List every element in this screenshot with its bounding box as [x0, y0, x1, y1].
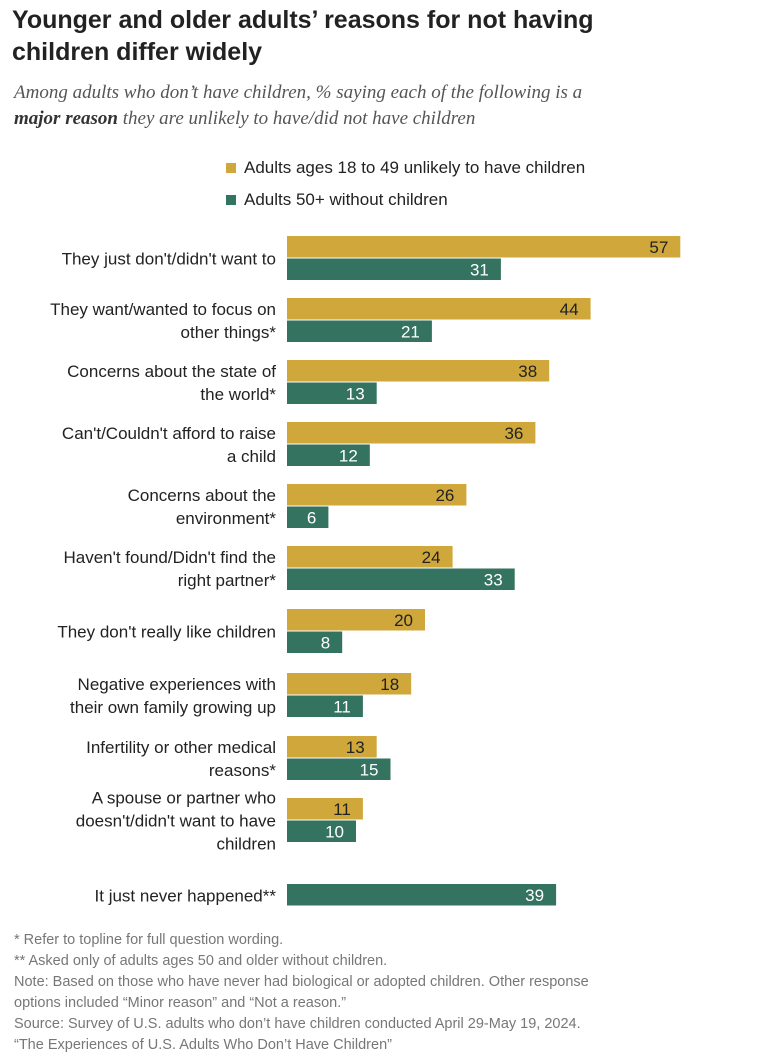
category-label: Infertility or other medical	[86, 738, 276, 757]
category-label: reasons*	[209, 761, 276, 780]
note-line-1: * Refer to topline for full question wor…	[14, 932, 284, 948]
data-label: 13	[346, 384, 365, 403]
bar-younger	[287, 298, 591, 320]
data-label: 39	[525, 886, 544, 905]
legend-item-older: Adults 50+ without children	[226, 184, 585, 216]
bar-older	[287, 884, 557, 906]
bar-older	[287, 758, 391, 780]
category-label: A spouse or partner who	[92, 789, 276, 808]
data-label: 13	[346, 738, 365, 757]
bar-younger	[287, 673, 412, 695]
category-label: Negative experiences with	[78, 675, 276, 694]
data-label: 57	[649, 238, 668, 257]
bar-younger	[287, 736, 377, 758]
category-label: doesn't/didn't want to have	[76, 812, 276, 831]
bar-older	[287, 382, 377, 404]
note-line-3: Note: Based on those who have never had …	[14, 974, 589, 990]
data-label: 20	[394, 611, 413, 630]
data-label: 33	[484, 570, 503, 589]
bar-younger	[287, 484, 467, 506]
category-label: right partner*	[178, 571, 277, 590]
note-line-6: “The Experiences of U.S. Adults Who Don’…	[14, 1037, 392, 1053]
note-line-2: ** Asked only of adults ages 50 and olde…	[14, 953, 388, 969]
data-label: 38	[518, 362, 537, 381]
bar-younger	[287, 609, 425, 631]
note-line-4: options included “Minor reason” and “Not…	[14, 995, 347, 1011]
note-line-5: Source: Survey of U.S. adults who don’t …	[14, 1016, 581, 1032]
category-label: They don't really like children	[57, 623, 276, 642]
legend-swatch-older	[226, 195, 236, 205]
category-label: the world*	[200, 385, 276, 404]
chart-legend: Adults ages 18 to 49 unlikely to have ch…	[226, 152, 585, 216]
category-label: It just never happened**	[95, 886, 277, 905]
bar-older	[287, 506, 329, 528]
data-label: 31	[470, 260, 489, 279]
data-label: 21	[401, 322, 420, 341]
data-label: 8	[321, 633, 330, 652]
bar-younger	[287, 360, 550, 382]
bar-younger	[287, 546, 453, 568]
category-label: They just don't/didn't want to	[62, 250, 276, 269]
category-label: Concerns about the state of	[67, 362, 276, 381]
data-label: 44	[560, 300, 579, 319]
chart-title: Younger and older adults’ reasons for no…	[12, 4, 752, 68]
subtitle-part-1: Among adults who don’t have children, % …	[14, 82, 583, 103]
category-label: environment*	[176, 509, 277, 528]
data-label: 11	[333, 697, 351, 716]
data-label: 6	[307, 508, 316, 527]
data-label: 15	[360, 760, 379, 779]
bar-older	[287, 258, 501, 280]
bar-younger	[287, 236, 681, 258]
chart-notes: * Refer to topline for full question wor…	[14, 930, 754, 1056]
bar-older	[287, 695, 363, 717]
category-label: children	[216, 835, 276, 854]
data-label: 36	[504, 424, 523, 443]
title-line-1: Younger and older adults’ reasons for no…	[12, 6, 594, 34]
category-label: They want/wanted to focus on	[50, 300, 276, 319]
bar-older	[287, 631, 343, 653]
category-label: Haven't found/Didn't find the	[63, 548, 276, 567]
category-label: Concerns about the	[128, 486, 276, 505]
category-label: their own family growing up	[70, 698, 276, 717]
subtitle-bold: major reason	[14, 108, 118, 129]
category-label: Can't/Couldn't afford to raise	[62, 424, 276, 443]
legend-swatch-younger	[226, 163, 236, 173]
data-label: 12	[339, 446, 358, 465]
bar-younger	[287, 422, 536, 444]
title-line-2: children differ widely	[12, 38, 263, 66]
bar-older	[287, 320, 432, 342]
chart-subtitle: Among adults who don’t have children, % …	[14, 80, 754, 132]
bar-older	[287, 568, 515, 590]
bar-chart: They just don't/didn't want to 57 31 They w…	[50, 236, 681, 906]
legend-label-older: Adults 50+ without children	[244, 190, 448, 209]
bar-younger	[287, 798, 363, 820]
data-label: 24	[422, 548, 441, 567]
category-label: a child	[227, 447, 276, 466]
legend-item-younger: Adults ages 18 to 49 unlikely to have ch…	[226, 152, 585, 184]
data-label: 11	[333, 800, 351, 819]
subtitle-part-2: they are unlikely to have/did not have c…	[122, 108, 476, 129]
data-label: 10	[325, 822, 344, 841]
bar-older	[287, 444, 370, 466]
bar-older	[287, 820, 356, 842]
data-label: 18	[380, 675, 399, 694]
legend-label-younger: Adults ages 18 to 49 unlikely to have ch…	[244, 158, 586, 177]
category-label: other things*	[181, 323, 277, 342]
data-label: 26	[435, 486, 454, 505]
